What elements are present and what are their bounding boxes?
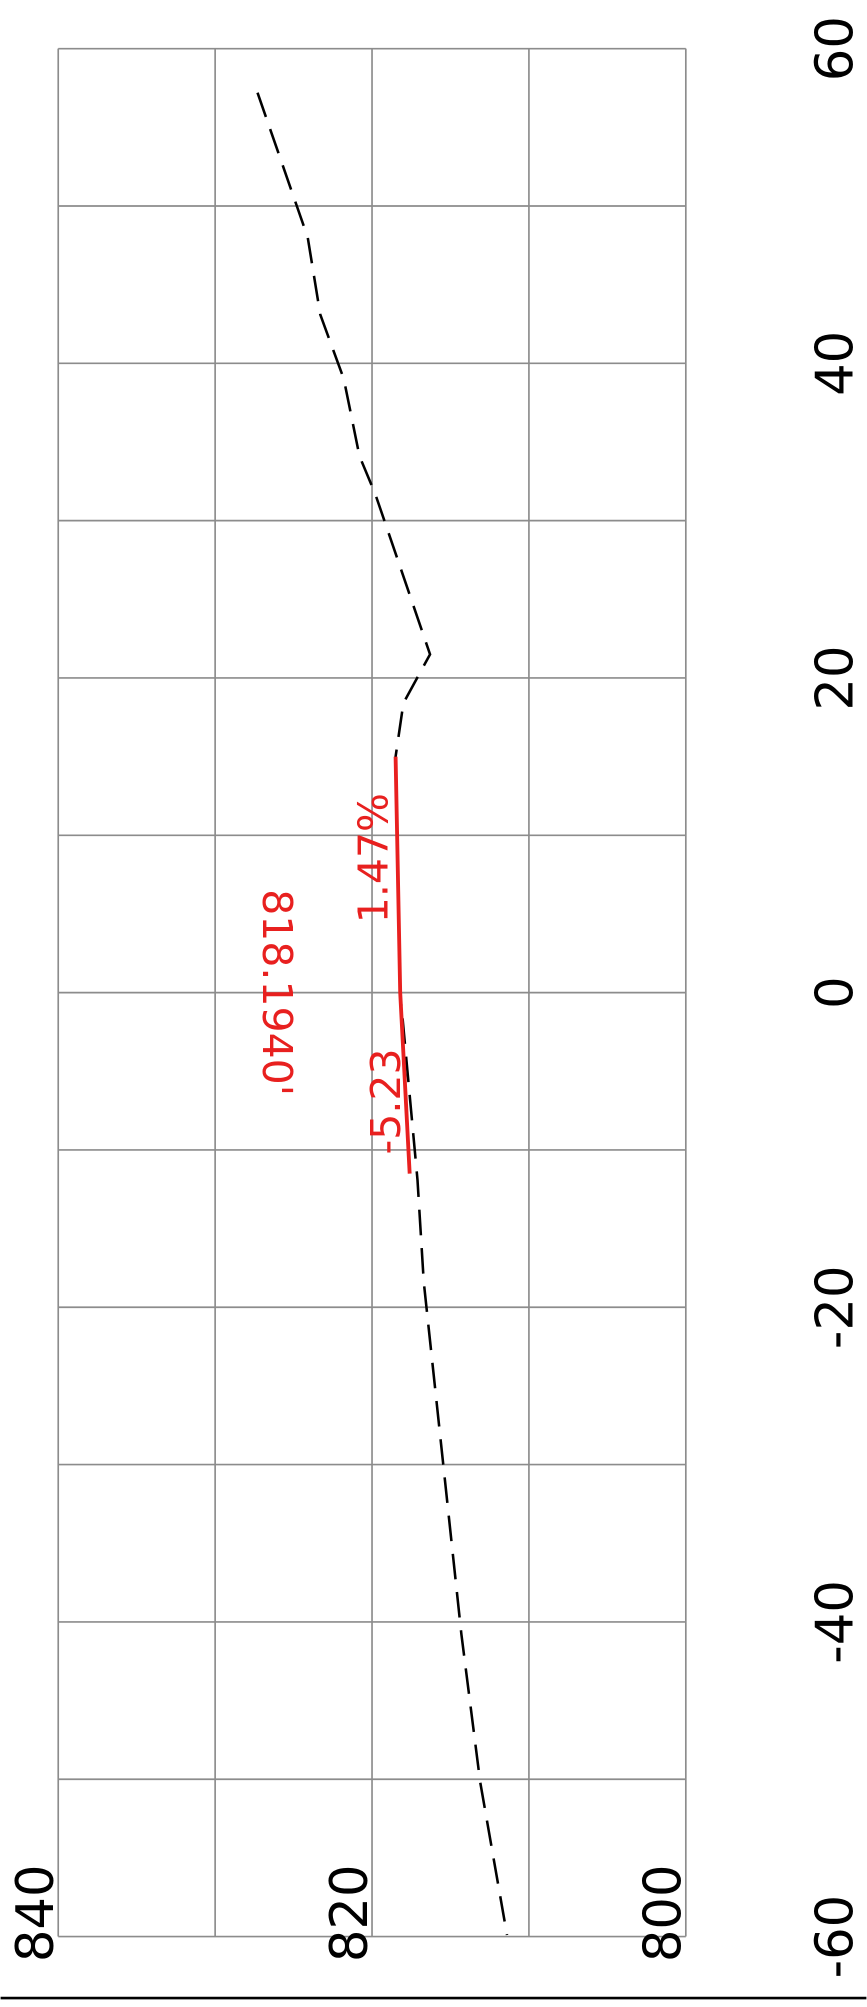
x-tick-label: -40 xyxy=(805,1580,865,1664)
y-tick-label: 820 xyxy=(320,1864,380,1962)
y-tick-label: 800 xyxy=(634,1864,694,1962)
x-tick-label: -60 xyxy=(805,1895,865,1979)
annotation: 1.47% xyxy=(349,793,397,923)
x-tick-label: 60 xyxy=(805,16,865,81)
grade-line xyxy=(393,756,412,1174)
ground-line xyxy=(256,92,509,1936)
annotation: -5.23 xyxy=(362,1048,410,1154)
x-tick-label: 0 xyxy=(805,976,865,1009)
x-tick-label: 20 xyxy=(805,645,865,710)
x-tick-label: -20 xyxy=(805,1265,865,1349)
annotation: 818.1940' xyxy=(253,889,301,1096)
x-tick-label: 40 xyxy=(805,331,865,396)
y-tick-label: 840 xyxy=(6,1864,66,1962)
